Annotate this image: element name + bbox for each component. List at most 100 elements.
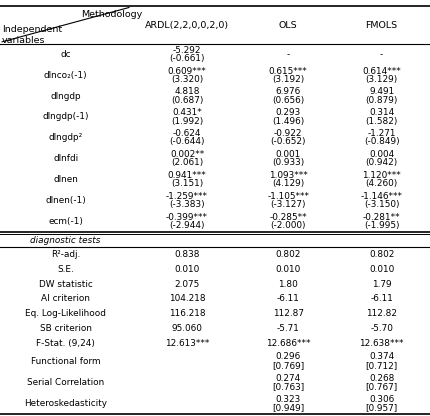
Text: (-2.944): (-2.944) xyxy=(169,221,205,230)
Text: (0.933): (0.933) xyxy=(272,158,304,167)
Text: [0.767]: [0.767] xyxy=(366,382,398,391)
Text: -1.146***: -1.146*** xyxy=(361,192,402,201)
Text: FMOLS: FMOLS xyxy=(366,20,398,30)
Text: -1.259***: -1.259*** xyxy=(166,192,208,201)
Text: -0.399***: -0.399*** xyxy=(166,213,208,222)
Text: 0.274: 0.274 xyxy=(276,374,301,383)
Text: 0.314: 0.314 xyxy=(369,108,394,117)
Text: dlngdp: dlngdp xyxy=(50,92,81,101)
Text: 0.293: 0.293 xyxy=(276,108,301,117)
Text: (-3.127): (-3.127) xyxy=(270,200,306,209)
Text: 0.010: 0.010 xyxy=(369,265,394,274)
Text: 0.002**: 0.002** xyxy=(170,150,204,159)
Text: 0.010: 0.010 xyxy=(276,265,301,274)
Text: S.E.: S.E. xyxy=(57,265,74,274)
Text: 0.004: 0.004 xyxy=(369,150,394,159)
Text: -0.922: -0.922 xyxy=(274,129,302,138)
Text: -6.11: -6.11 xyxy=(276,295,300,303)
Text: diagnostic tests: diagnostic tests xyxy=(31,236,101,245)
Text: -6.11: -6.11 xyxy=(370,295,393,303)
Text: 0.296: 0.296 xyxy=(276,352,301,362)
Text: 9.491: 9.491 xyxy=(369,87,394,97)
Text: (2.061): (2.061) xyxy=(171,158,203,167)
Text: [0.769]: [0.769] xyxy=(272,361,304,370)
Text: -1.105***: -1.105*** xyxy=(267,192,309,201)
Text: 0.306: 0.306 xyxy=(369,395,394,404)
Text: 0.802: 0.802 xyxy=(275,250,301,259)
Text: -5.71: -5.71 xyxy=(276,324,300,333)
Text: 2.075: 2.075 xyxy=(175,280,200,289)
Text: [0.957]: [0.957] xyxy=(366,404,398,412)
Text: (-0.652): (-0.652) xyxy=(270,138,306,146)
Text: SB criterion: SB criterion xyxy=(40,324,92,333)
Text: (3.192): (3.192) xyxy=(272,75,304,84)
Text: -1.271: -1.271 xyxy=(367,129,396,138)
Text: 0.323: 0.323 xyxy=(276,395,301,404)
Text: 112.87: 112.87 xyxy=(273,309,304,318)
Text: 1.120***: 1.120*** xyxy=(362,171,401,180)
Text: 4.818: 4.818 xyxy=(174,87,200,97)
Text: (-0.661): (-0.661) xyxy=(169,54,205,63)
Text: -: - xyxy=(380,50,383,59)
Text: (-0.644): (-0.644) xyxy=(169,138,205,146)
Text: Heteroskedasticity: Heteroskedasticity xyxy=(24,399,107,408)
Text: 6.976: 6.976 xyxy=(276,87,301,97)
Text: dlnen(-1): dlnen(-1) xyxy=(45,196,86,205)
Text: -5.70: -5.70 xyxy=(370,324,393,333)
Text: (-3.150): (-3.150) xyxy=(364,200,399,209)
Text: dlngdp(-1): dlngdp(-1) xyxy=(42,112,89,121)
Text: DW statistic: DW statistic xyxy=(39,280,92,289)
Text: Serial Correlation: Serial Correlation xyxy=(27,378,104,387)
Text: 0.010: 0.010 xyxy=(175,265,200,274)
Text: (1.992): (1.992) xyxy=(171,116,203,126)
Text: (-2.000): (-2.000) xyxy=(270,221,306,230)
Text: 12.686***: 12.686*** xyxy=(266,339,310,348)
Text: -: - xyxy=(286,50,290,59)
Text: [0.712]: [0.712] xyxy=(366,361,398,370)
Text: (-0.849): (-0.849) xyxy=(364,138,399,146)
Text: 112.82: 112.82 xyxy=(366,309,397,318)
Text: AI criterion: AI criterion xyxy=(41,295,90,303)
Text: 0.838: 0.838 xyxy=(174,250,200,259)
Text: 1.093***: 1.093*** xyxy=(269,171,307,180)
Text: (4.129): (4.129) xyxy=(272,179,304,188)
Text: Independent
variables: Independent variables xyxy=(2,25,62,45)
Text: (0.656): (0.656) xyxy=(272,96,304,105)
Text: (1.582): (1.582) xyxy=(366,116,398,126)
Text: 1.80: 1.80 xyxy=(278,280,298,289)
Text: Functional form: Functional form xyxy=(31,357,100,366)
Text: (3.320): (3.320) xyxy=(171,75,203,84)
Text: [0.949]: [0.949] xyxy=(272,404,304,412)
Text: 0.941***: 0.941*** xyxy=(168,171,206,180)
Text: 0.614***: 0.614*** xyxy=(362,67,401,76)
Text: 104.218: 104.218 xyxy=(169,295,206,303)
Text: dlnfdi: dlnfdi xyxy=(53,154,78,163)
Text: 1.79: 1.79 xyxy=(372,280,391,289)
Text: Methodology: Methodology xyxy=(81,10,142,20)
Text: dlnen: dlnen xyxy=(53,175,78,184)
Text: 12.638***: 12.638*** xyxy=(359,339,404,348)
Text: (1.496): (1.496) xyxy=(272,116,304,126)
Text: -0.624: -0.624 xyxy=(173,129,201,138)
Text: -5.292: -5.292 xyxy=(173,46,201,54)
Text: (-1.995): (-1.995) xyxy=(364,221,399,230)
Text: dlngdp²: dlngdp² xyxy=(49,133,83,142)
Text: 0.609***: 0.609*** xyxy=(168,67,206,76)
Text: (-3.383): (-3.383) xyxy=(169,200,205,209)
Text: ecm(-1): ecm(-1) xyxy=(48,217,83,226)
Text: 116.218: 116.218 xyxy=(169,309,206,318)
Text: (3.151): (3.151) xyxy=(171,179,203,188)
Text: (0.687): (0.687) xyxy=(171,96,203,105)
Text: F-Stat. (9,24): F-Stat. (9,24) xyxy=(36,339,95,348)
Text: -0.285**: -0.285** xyxy=(269,213,307,222)
Text: 0.802: 0.802 xyxy=(369,250,394,259)
Text: (4.260): (4.260) xyxy=(366,179,398,188)
Text: (0.942): (0.942) xyxy=(366,158,398,167)
Text: (0.879): (0.879) xyxy=(366,96,398,105)
Text: (3.129): (3.129) xyxy=(366,75,398,84)
Text: R²-adj.: R²-adj. xyxy=(51,250,80,259)
Text: 0.001: 0.001 xyxy=(276,150,301,159)
Text: [0.763]: [0.763] xyxy=(272,382,304,391)
Text: dc: dc xyxy=(60,50,71,59)
Text: 12.613***: 12.613*** xyxy=(165,339,209,348)
